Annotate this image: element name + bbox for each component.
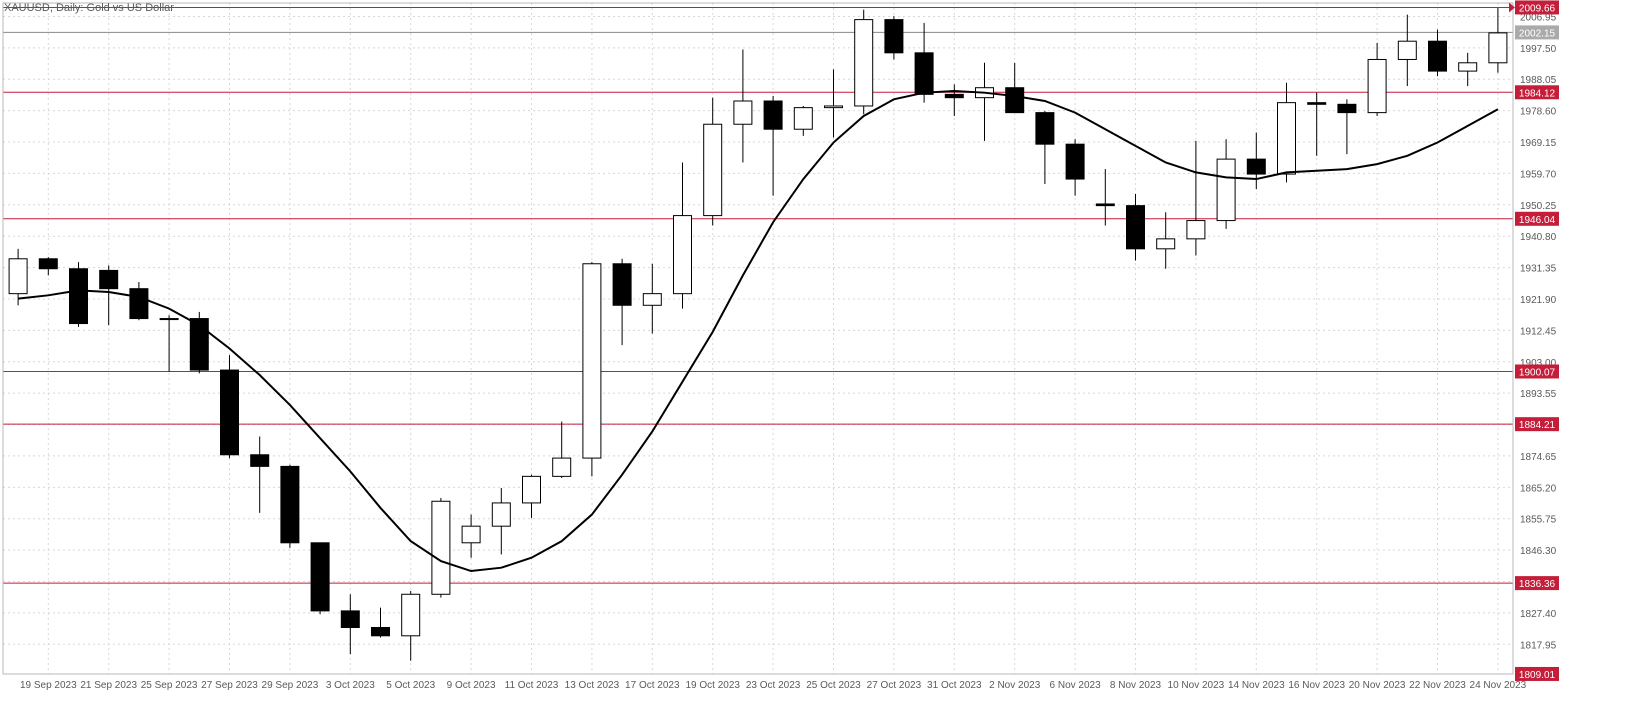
svg-text:1846.30: 1846.30 bbox=[1520, 546, 1557, 557]
svg-text:1988.05: 1988.05 bbox=[1520, 75, 1557, 86]
svg-text:1900.07: 1900.07 bbox=[1519, 367, 1556, 378]
svg-text:3 Oct 2023: 3 Oct 2023 bbox=[326, 680, 375, 691]
svg-text:25 Sep 2023: 25 Sep 2023 bbox=[141, 680, 198, 691]
svg-text:1809.01: 1809.01 bbox=[1519, 670, 1556, 681]
svg-text:2009.66: 2009.66 bbox=[1519, 3, 1556, 14]
svg-text:1874.65: 1874.65 bbox=[1520, 452, 1557, 463]
svg-text:1959.70: 1959.70 bbox=[1520, 169, 1557, 180]
svg-text:22 Nov 2023: 22 Nov 2023 bbox=[1409, 680, 1466, 691]
svg-text:31 Oct 2023: 31 Oct 2023 bbox=[927, 680, 982, 691]
svg-text:29 Sep 2023: 29 Sep 2023 bbox=[262, 680, 319, 691]
svg-text:1912.45: 1912.45 bbox=[1520, 326, 1557, 337]
svg-text:19 Sep 2023: 19 Sep 2023 bbox=[20, 680, 77, 691]
svg-text:8 Nov 2023: 8 Nov 2023 bbox=[1110, 680, 1162, 691]
svg-text:2 Nov 2023: 2 Nov 2023 bbox=[989, 680, 1041, 691]
chart-title: XAUUSD, Daily: Gold vs US Dollar bbox=[4, 2, 174, 14]
svg-text:1836.36: 1836.36 bbox=[1519, 579, 1556, 590]
svg-text:17 Oct 2023: 17 Oct 2023 bbox=[625, 680, 680, 691]
svg-text:1984.12: 1984.12 bbox=[1519, 88, 1556, 99]
svg-text:5 Oct 2023: 5 Oct 2023 bbox=[386, 680, 435, 691]
svg-text:27 Sep 2023: 27 Sep 2023 bbox=[201, 680, 258, 691]
svg-text:1865.20: 1865.20 bbox=[1520, 483, 1557, 494]
svg-text:21 Sep 2023: 21 Sep 2023 bbox=[80, 680, 137, 691]
svg-text:24 Nov 2023: 24 Nov 2023 bbox=[1470, 680, 1527, 691]
svg-text:1817.95: 1817.95 bbox=[1520, 640, 1557, 651]
svg-text:1946.04: 1946.04 bbox=[1519, 215, 1556, 226]
svg-text:13 Oct 2023: 13 Oct 2023 bbox=[565, 680, 620, 691]
svg-text:27 Oct 2023: 27 Oct 2023 bbox=[867, 680, 922, 691]
svg-text:19 Oct 2023: 19 Oct 2023 bbox=[685, 680, 740, 691]
svg-text:6 Nov 2023: 6 Nov 2023 bbox=[1050, 680, 1102, 691]
svg-text:11 Oct 2023: 11 Oct 2023 bbox=[505, 680, 559, 691]
svg-text:1827.40: 1827.40 bbox=[1520, 609, 1557, 620]
svg-text:1931.35: 1931.35 bbox=[1520, 264, 1557, 275]
svg-text:16 Nov 2023: 16 Nov 2023 bbox=[1288, 680, 1345, 691]
svg-text:1940.80: 1940.80 bbox=[1520, 232, 1557, 243]
svg-text:2002.15: 2002.15 bbox=[1519, 28, 1556, 39]
svg-text:9 Oct 2023: 9 Oct 2023 bbox=[447, 680, 496, 691]
svg-text:23 Oct 2023: 23 Oct 2023 bbox=[746, 680, 801, 691]
svg-text:1997.50: 1997.50 bbox=[1520, 44, 1557, 55]
svg-text:25 Oct 2023: 25 Oct 2023 bbox=[806, 680, 861, 691]
svg-text:14 Nov 2023: 14 Nov 2023 bbox=[1228, 680, 1285, 691]
svg-text:1893.55: 1893.55 bbox=[1520, 389, 1557, 400]
chart-svg[interactable]: 1817.951827.401836.851846.301855.751865.… bbox=[0, 0, 1647, 716]
svg-text:1978.60: 1978.60 bbox=[1520, 107, 1557, 118]
svg-text:1884.21: 1884.21 bbox=[1519, 420, 1556, 431]
chart-container: XAUUSD, Daily: Gold vs US Dollar 1817.95… bbox=[0, 0, 1647, 716]
svg-text:20 Nov 2023: 20 Nov 2023 bbox=[1349, 680, 1406, 691]
svg-text:10 Nov 2023: 10 Nov 2023 bbox=[1168, 680, 1225, 691]
svg-text:1921.90: 1921.90 bbox=[1520, 295, 1557, 306]
svg-text:1969.15: 1969.15 bbox=[1520, 138, 1557, 149]
svg-text:1950.25: 1950.25 bbox=[1520, 201, 1557, 212]
svg-text:1855.75: 1855.75 bbox=[1520, 515, 1557, 526]
